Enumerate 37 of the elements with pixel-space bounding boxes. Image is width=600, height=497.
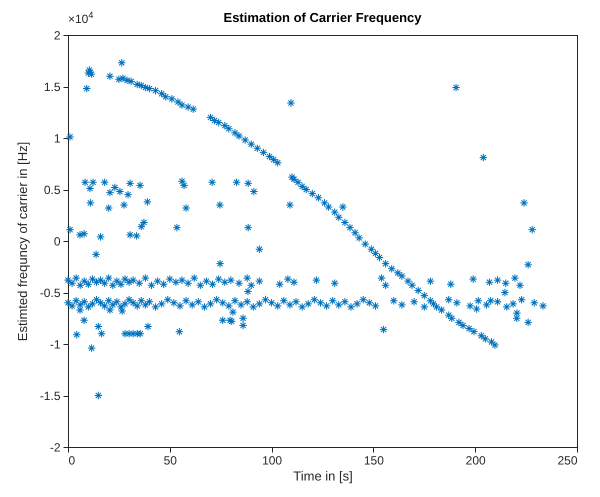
- point: [100, 279, 109, 288]
- y-tick-label: -2: [50, 440, 61, 454]
- x-tick-label: 150: [364, 454, 384, 468]
- point: [468, 274, 478, 284]
- point: [284, 274, 292, 284]
- y-tick-label: 1: [54, 132, 61, 146]
- point: [377, 274, 386, 282]
- y-axis-title: Estimted frequncy of carrier in [Hz]: [14, 142, 30, 342]
- x-tick-label: 250: [557, 454, 578, 468]
- x-tick-label: 0: [68, 454, 76, 468]
- y-tick-label: 0: [54, 234, 61, 248]
- point: [276, 280, 284, 288]
- point: [446, 280, 455, 288]
- point: [234, 279, 244, 288]
- point: [312, 276, 321, 284]
- point: [381, 281, 390, 290]
- y-tick-label: -0.5: [40, 286, 61, 300]
- y-tick-label: 0.5: [44, 183, 61, 197]
- y-tick-label: 1.5: [44, 80, 61, 94]
- point: [128, 276, 138, 284]
- point: [516, 281, 524, 290]
- point: [242, 274, 252, 282]
- chart-title: Estimation of Carrier Frequency: [224, 10, 422, 25]
- point: [330, 279, 339, 288]
- point: [290, 278, 298, 286]
- x-axis-title: Time in [s]: [293, 468, 353, 484]
- y-tick-label: 2: [54, 28, 61, 42]
- point: [426, 276, 435, 286]
- y-tick-label: -1.5: [40, 389, 61, 403]
- point: [502, 279, 510, 288]
- point: [510, 274, 520, 282]
- axis-exponent: ×10$^{4}$: [68, 10, 94, 26]
- x-tick-label: 100: [262, 454, 282, 468]
- x-tick-label: 50: [164, 454, 178, 468]
- y-tick-label: -1: [50, 338, 61, 352]
- point: [68, 279, 76, 288]
- x-tick-label: 200: [466, 454, 486, 468]
